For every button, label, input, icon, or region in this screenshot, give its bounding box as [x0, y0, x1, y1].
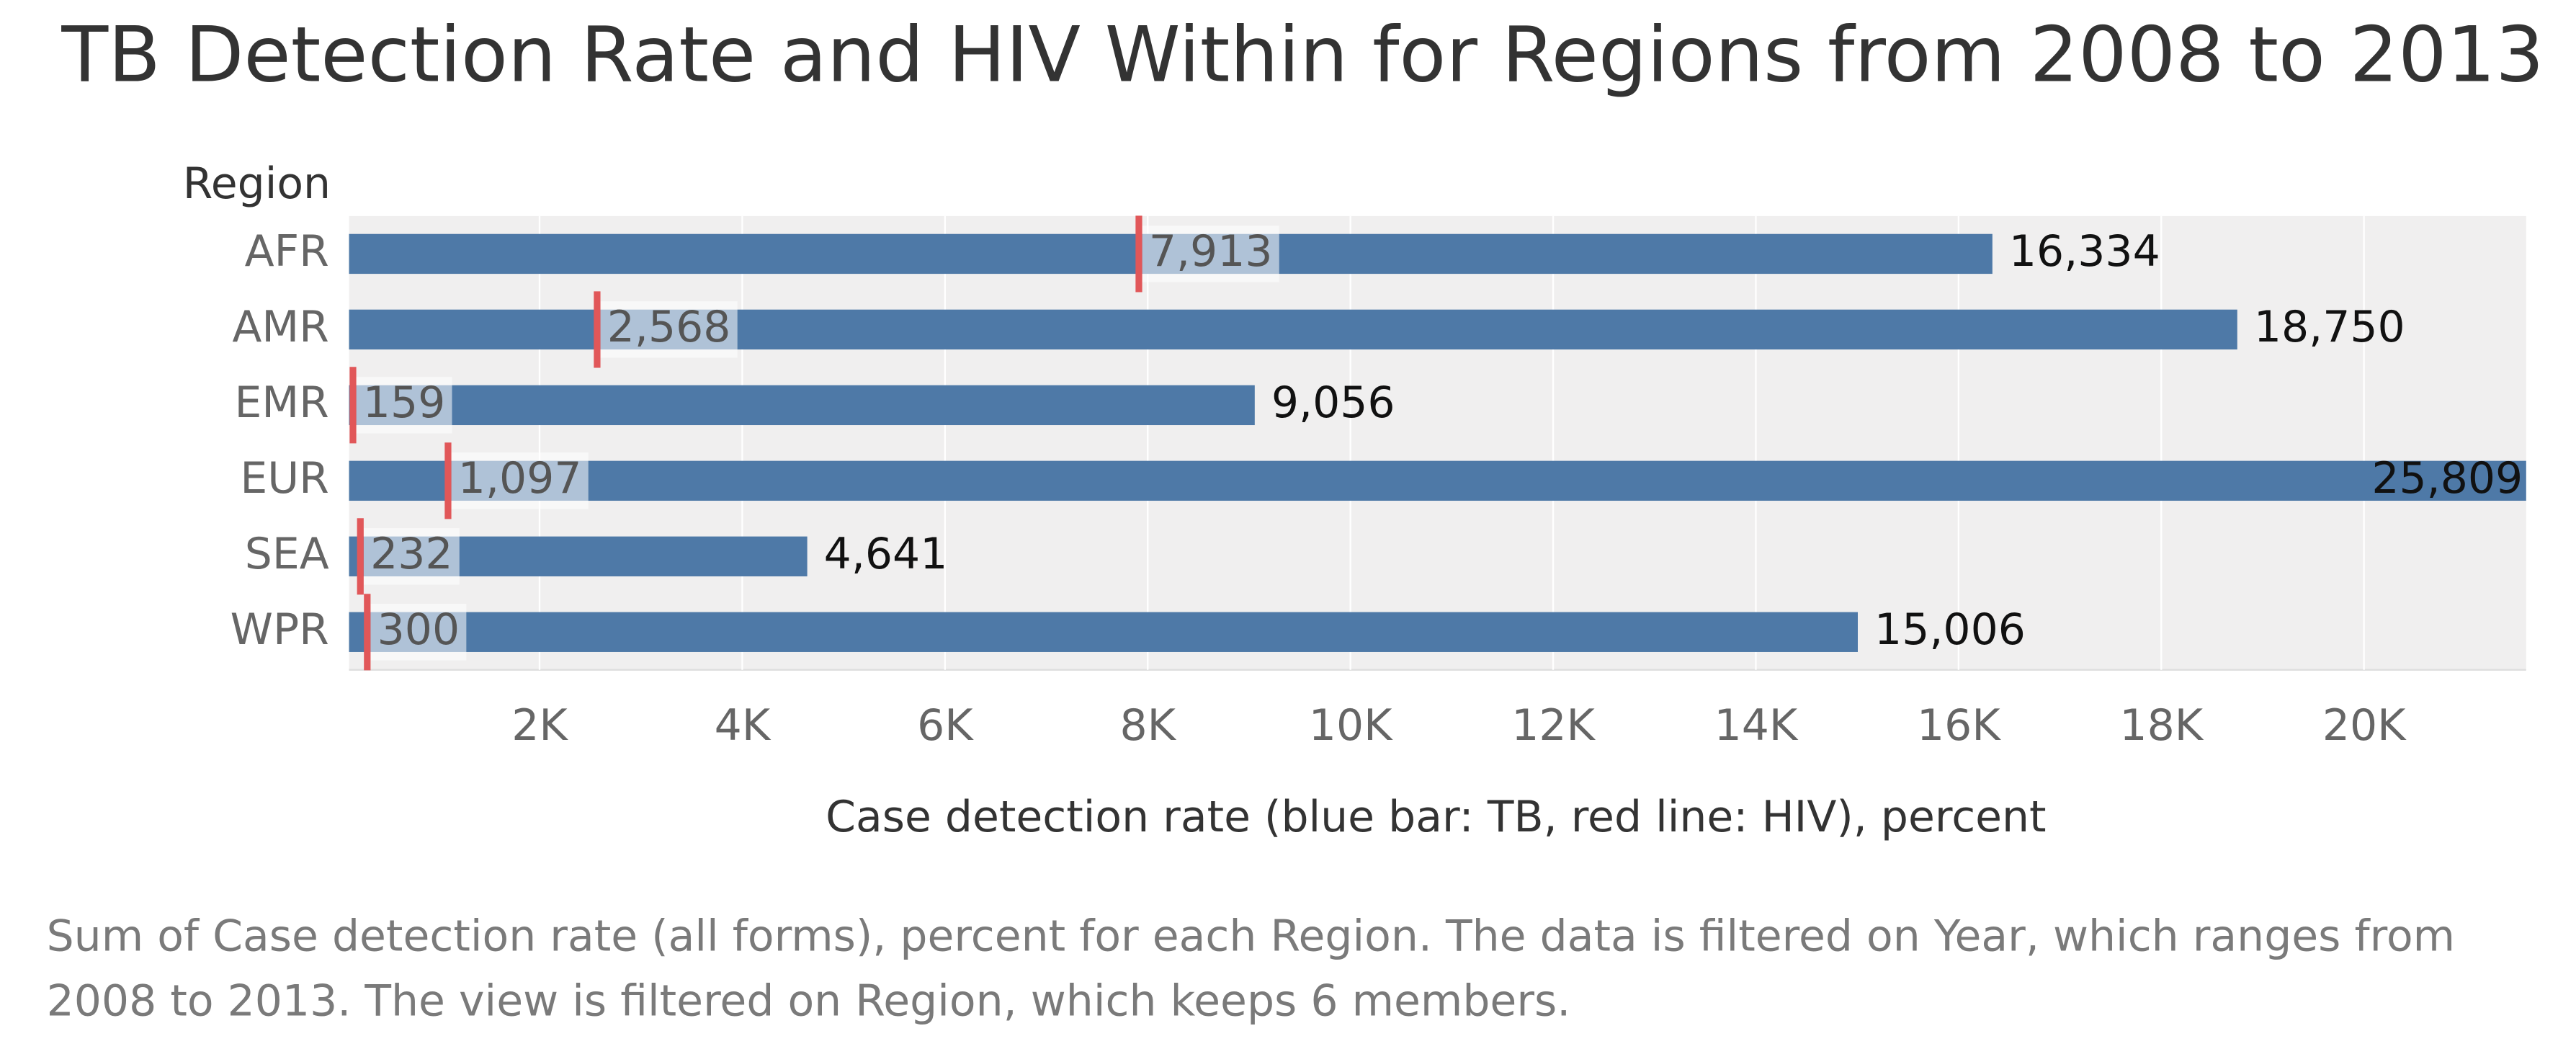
x-axis-label: Case detection rate (blue bar: TB, red l… — [826, 792, 2046, 842]
hiv-label: 7,913 — [1149, 226, 1273, 277]
tb-label: 25,809 — [2371, 453, 2523, 504]
hiv-label-box — [363, 528, 460, 585]
tb-bar — [349, 385, 1255, 426]
tb-bar — [349, 612, 1858, 652]
hiv-label-box — [356, 377, 452, 434]
row-header: Region — [183, 159, 331, 209]
hiv-label: 2,568 — [607, 302, 731, 352]
tb-label: 18,750 — [2254, 302, 2405, 352]
x-tick-label: 18K — [2119, 700, 2204, 751]
y-tick-label: AFR — [245, 226, 329, 277]
x-tick-label: 14K — [1714, 700, 1799, 751]
caption: Sum of Case detection rate (all forms), … — [46, 912, 2456, 1027]
y-tick-label: SEA — [245, 529, 329, 579]
x-tick-label: 2K — [511, 700, 568, 751]
y-tick-label: EUR — [240, 453, 328, 504]
y-tick-label: WPR — [231, 604, 329, 655]
x-tick-label: 8K — [1119, 700, 1176, 751]
x-tick-label: 4K — [715, 700, 772, 751]
plot-background — [349, 215, 2526, 670]
hiv-label-box — [600, 301, 738, 358]
hiv-label: 159 — [363, 378, 445, 428]
hiv-label: 300 — [377, 604, 460, 655]
y-tick-label: AMR — [232, 302, 328, 352]
x-tick-label: 20K — [2322, 700, 2407, 751]
x-tick-label: 12K — [1511, 700, 1596, 751]
tb-label: 16,334 — [2009, 226, 2160, 277]
x-tick-label: 16K — [1917, 700, 2001, 751]
hiv-label-box — [1142, 226, 1279, 282]
hiv-label-box — [370, 604, 467, 661]
tb-label: 4,641 — [824, 529, 948, 579]
hiv-label: 232 — [370, 529, 452, 579]
tb-label: 9,056 — [1271, 378, 1395, 428]
tb-bar — [349, 460, 2526, 501]
y-tick-label: EMR — [234, 378, 328, 428]
hiv-label: 1,097 — [458, 453, 582, 504]
hiv-label-box — [451, 452, 589, 509]
tb-label: 15,006 — [1874, 604, 2026, 655]
chart-title: TB Detection Rate and HIV Within for Reg… — [61, 10, 2544, 99]
chart: TB Detection Rate and HIV Within for Reg… — [61, 10, 2544, 842]
x-tick-label: 6K — [917, 700, 974, 751]
x-tick-label: 10K — [1309, 700, 1393, 751]
